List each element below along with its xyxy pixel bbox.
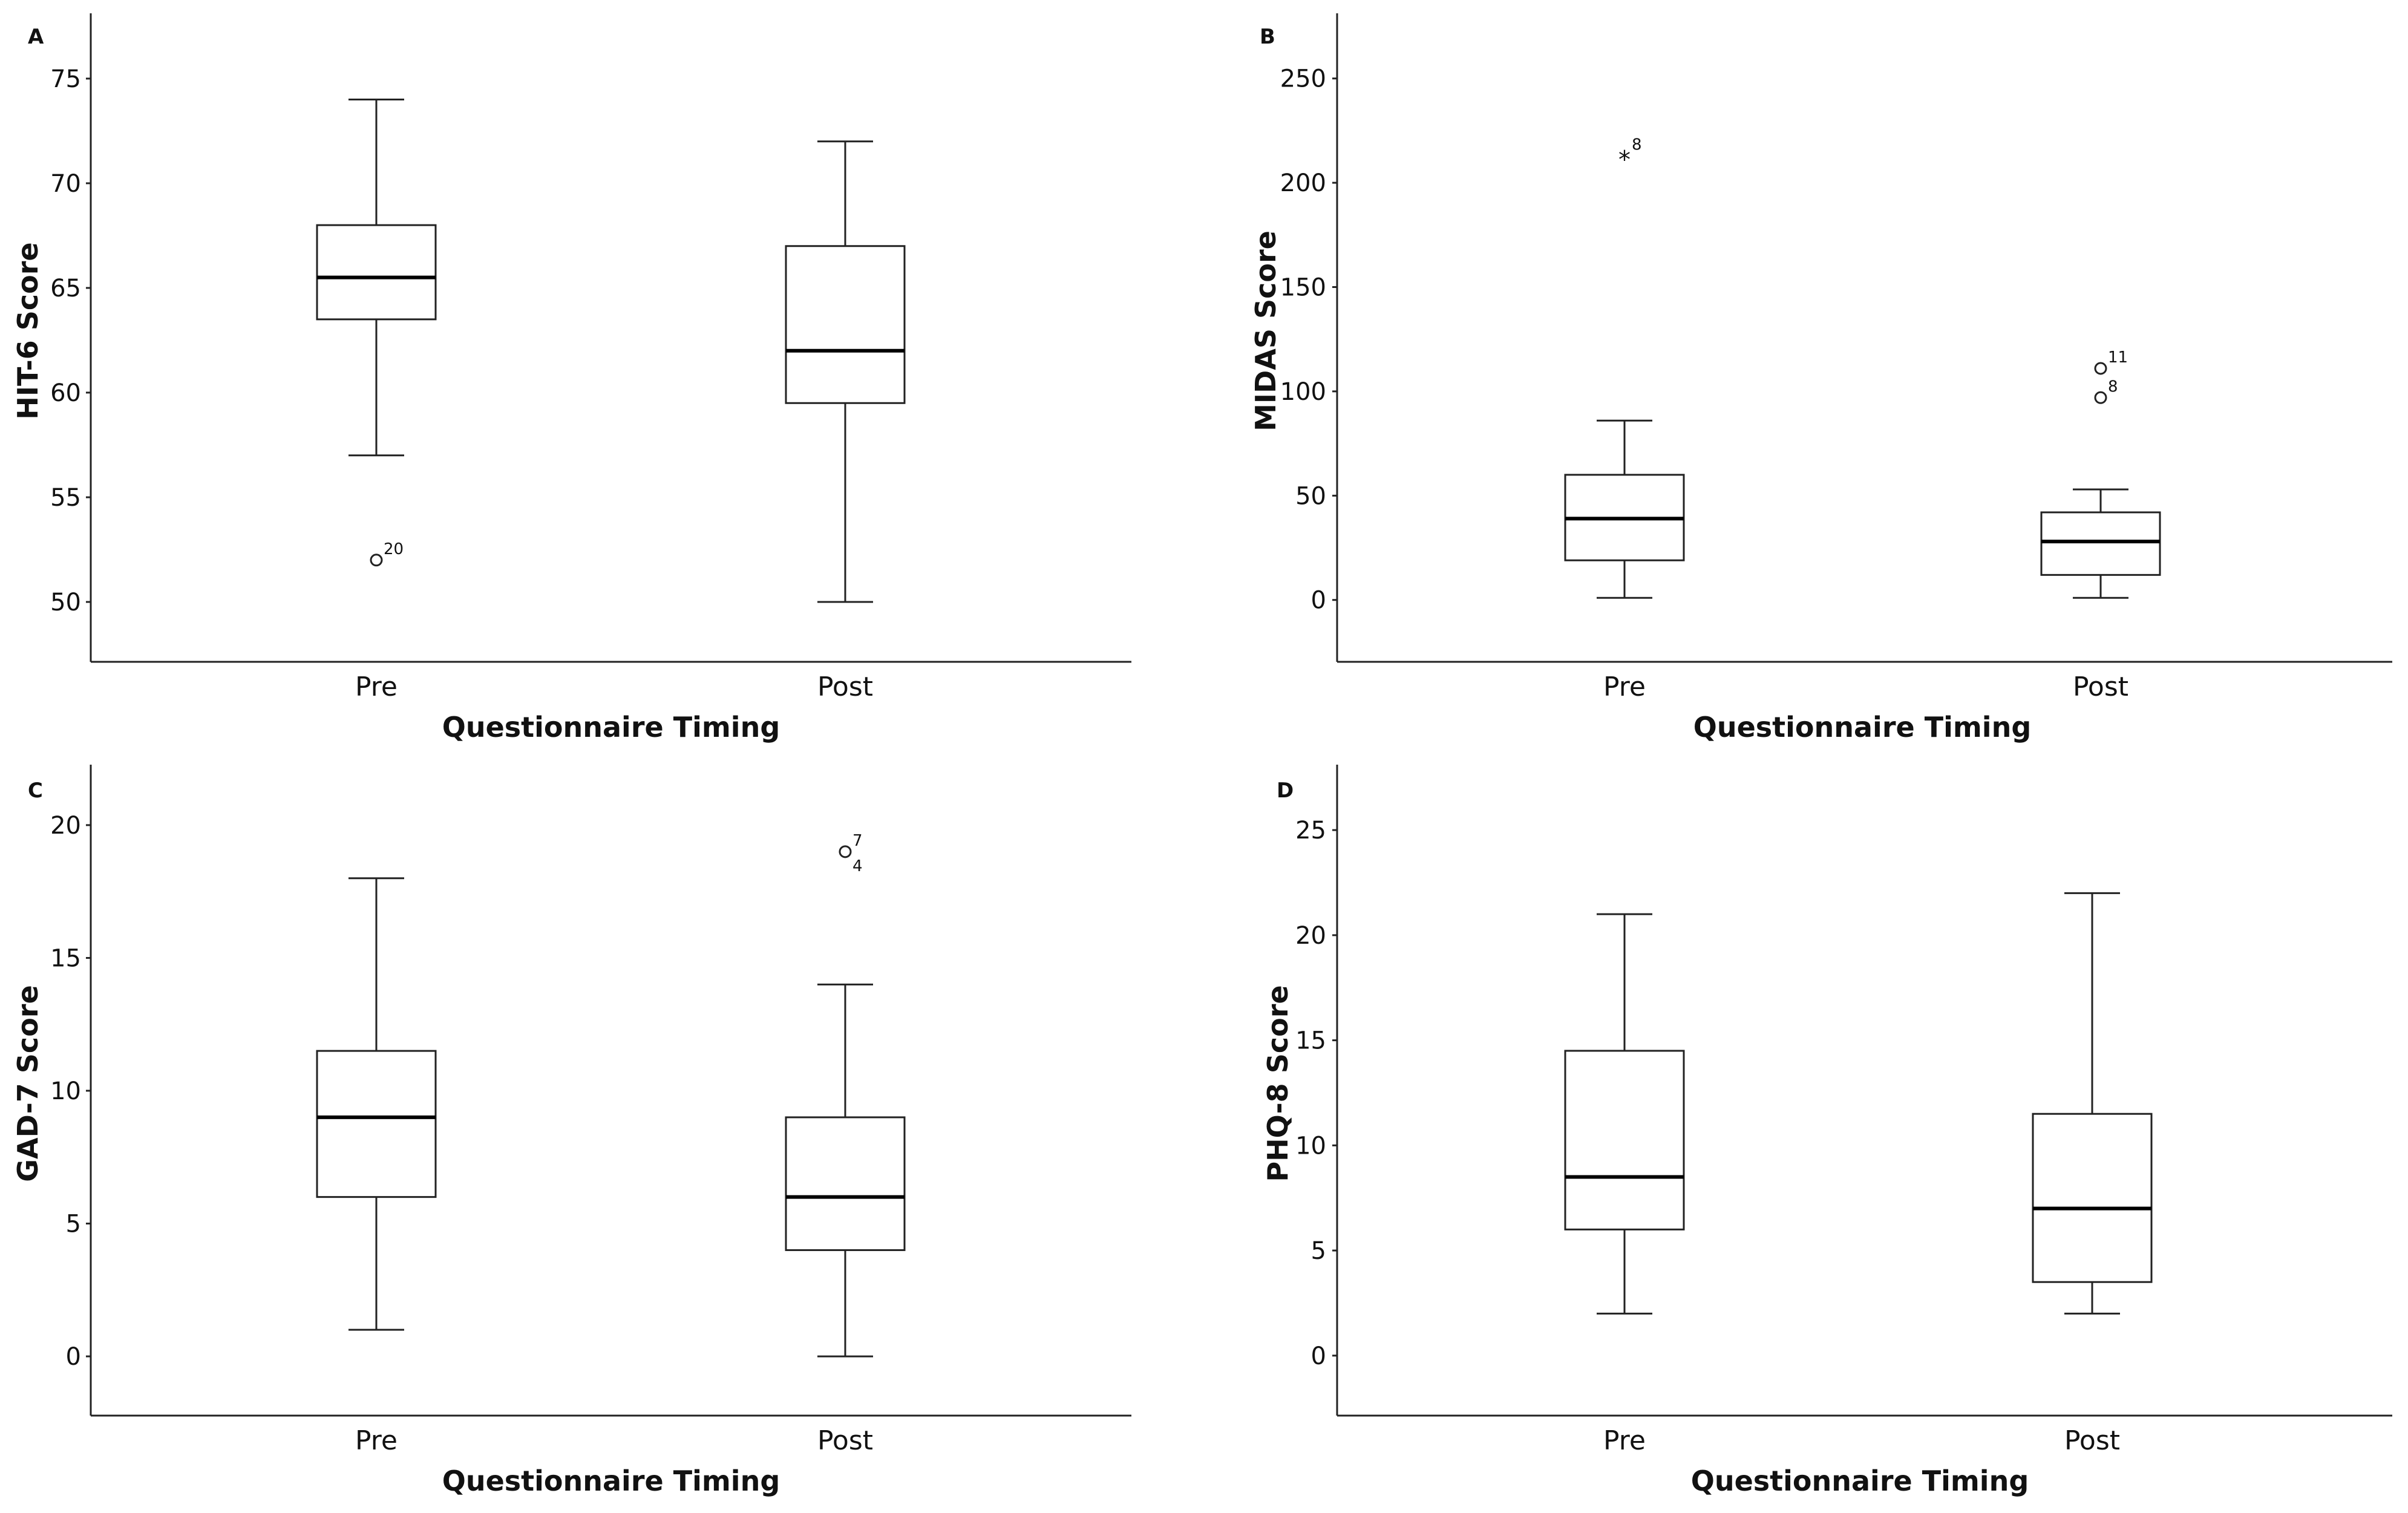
outlier-marker bbox=[2094, 362, 2107, 375]
y-tick-label: 150 bbox=[1280, 274, 1326, 302]
outlier-label: 8 bbox=[1632, 136, 1642, 154]
panel-D: D 0 5 10 15 20 25 PHQ-8 Score Questionnaire Timi… bbox=[1261, 765, 2392, 1497]
y-axis-title: PHQ-8 Score bbox=[1261, 985, 1294, 1181]
y-tick-label: 0 bbox=[1311, 587, 1326, 615]
outlier-extreme-marker: * bbox=[1618, 146, 1631, 174]
y-tick-label: 200 bbox=[1280, 169, 1326, 197]
y-tick-label: 70 bbox=[50, 170, 81, 198]
panel-letter: A bbox=[28, 25, 44, 49]
outlier-label: 7 bbox=[852, 832, 863, 850]
iqr-box bbox=[316, 1050, 437, 1198]
outlier-marker bbox=[370, 554, 383, 567]
y-tick-label: 75 bbox=[50, 65, 81, 93]
outlier-label: 11 bbox=[2108, 348, 2128, 367]
box-pre: *8 Pre bbox=[1564, 136, 1685, 702]
outlier-marker bbox=[839, 845, 852, 858]
panel-letter: D bbox=[1277, 779, 1294, 803]
iqr-box bbox=[316, 224, 437, 321]
x-axis-title: Questionnaire Timing bbox=[442, 1465, 780, 1497]
y-tick-label: 20 bbox=[50, 812, 81, 840]
iqr-box bbox=[1564, 1050, 1685, 1230]
panel-C: C 0 5 10 15 20 GAD-7 Score Questionnaire Timing… bbox=[11, 765, 1131, 1497]
x-category-label: Pre bbox=[1603, 1425, 1646, 1456]
y-tick-label: 25 bbox=[1295, 817, 1326, 845]
x-category-label: Pre bbox=[1603, 672, 1646, 702]
x-category-label: Post bbox=[817, 1425, 873, 1456]
y-axis-title: MIDAS Score bbox=[1249, 230, 1282, 431]
x-category-label: Pre bbox=[355, 1425, 398, 1456]
y-tick-label: 55 bbox=[50, 484, 81, 512]
box-post: Post bbox=[785, 140, 906, 702]
y-tick-label: 50 bbox=[1295, 482, 1326, 510]
box-post: Post bbox=[2032, 892, 2153, 1456]
y-tick-label: 5 bbox=[66, 1211, 81, 1238]
panel-A: A 50 55 60 65 70 75 HIT-6 Score Questionnaire Ti… bbox=[11, 13, 1131, 743]
y-tick-label: 250 bbox=[1280, 65, 1326, 93]
panel-letter: C bbox=[28, 779, 43, 803]
box-post: 7 4 Post bbox=[785, 832, 906, 1456]
y-tick-label: 15 bbox=[50, 944, 81, 972]
y-tick-label: 10 bbox=[50, 1077, 81, 1105]
y-axis-title: HIT-6 Score bbox=[11, 242, 44, 419]
y-tick-label: 0 bbox=[66, 1343, 81, 1371]
iqr-box bbox=[785, 245, 906, 404]
box-pre: Pre bbox=[316, 877, 437, 1456]
x-category-label: Post bbox=[2073, 672, 2128, 702]
x-axis-title: Questionnaire Timing bbox=[1691, 1465, 2029, 1497]
x-category-label: Pre bbox=[355, 672, 398, 702]
box-post: 11 8 Post bbox=[2040, 348, 2161, 702]
y-tick-label: 65 bbox=[50, 275, 81, 302]
y-tick-label: 15 bbox=[1295, 1027, 1326, 1055]
x-category-label: Post bbox=[2064, 1425, 2120, 1456]
iqr-box bbox=[785, 1116, 906, 1251]
iqr-box bbox=[2040, 511, 2161, 576]
box-pre: Pre bbox=[1564, 913, 1685, 1456]
y-tick-label: 60 bbox=[50, 379, 81, 407]
box-pre: 20 Pre bbox=[316, 99, 437, 702]
y-tick-label: 0 bbox=[1311, 1342, 1326, 1370]
y-tick-label: 10 bbox=[1295, 1132, 1326, 1160]
y-axis-title: GAD-7 Score bbox=[11, 985, 44, 1181]
iqr-box bbox=[2032, 1113, 2153, 1283]
x-axis-title: Questionnaire Timing bbox=[442, 711, 780, 743]
x-category-label: Post bbox=[817, 672, 873, 702]
outlier-marker bbox=[2094, 391, 2107, 404]
outlier-label: 8 bbox=[2108, 377, 2118, 396]
panel-B: B 0 50 100 150 200 250 MIDAS Score Questionnaire… bbox=[1249, 13, 2392, 743]
y-tick-label: 20 bbox=[1295, 922, 1326, 950]
y-tick-label: 50 bbox=[50, 589, 81, 616]
y-tick-label: 100 bbox=[1280, 378, 1326, 406]
outlier-label: 20 bbox=[384, 540, 404, 558]
x-axis-title: Questionnaire Timing bbox=[1693, 711, 2032, 743]
panel-letter: B bbox=[1260, 25, 1275, 49]
outlier-sublabel: 4 bbox=[852, 857, 863, 875]
y-tick-label: 5 bbox=[1311, 1237, 1326, 1265]
